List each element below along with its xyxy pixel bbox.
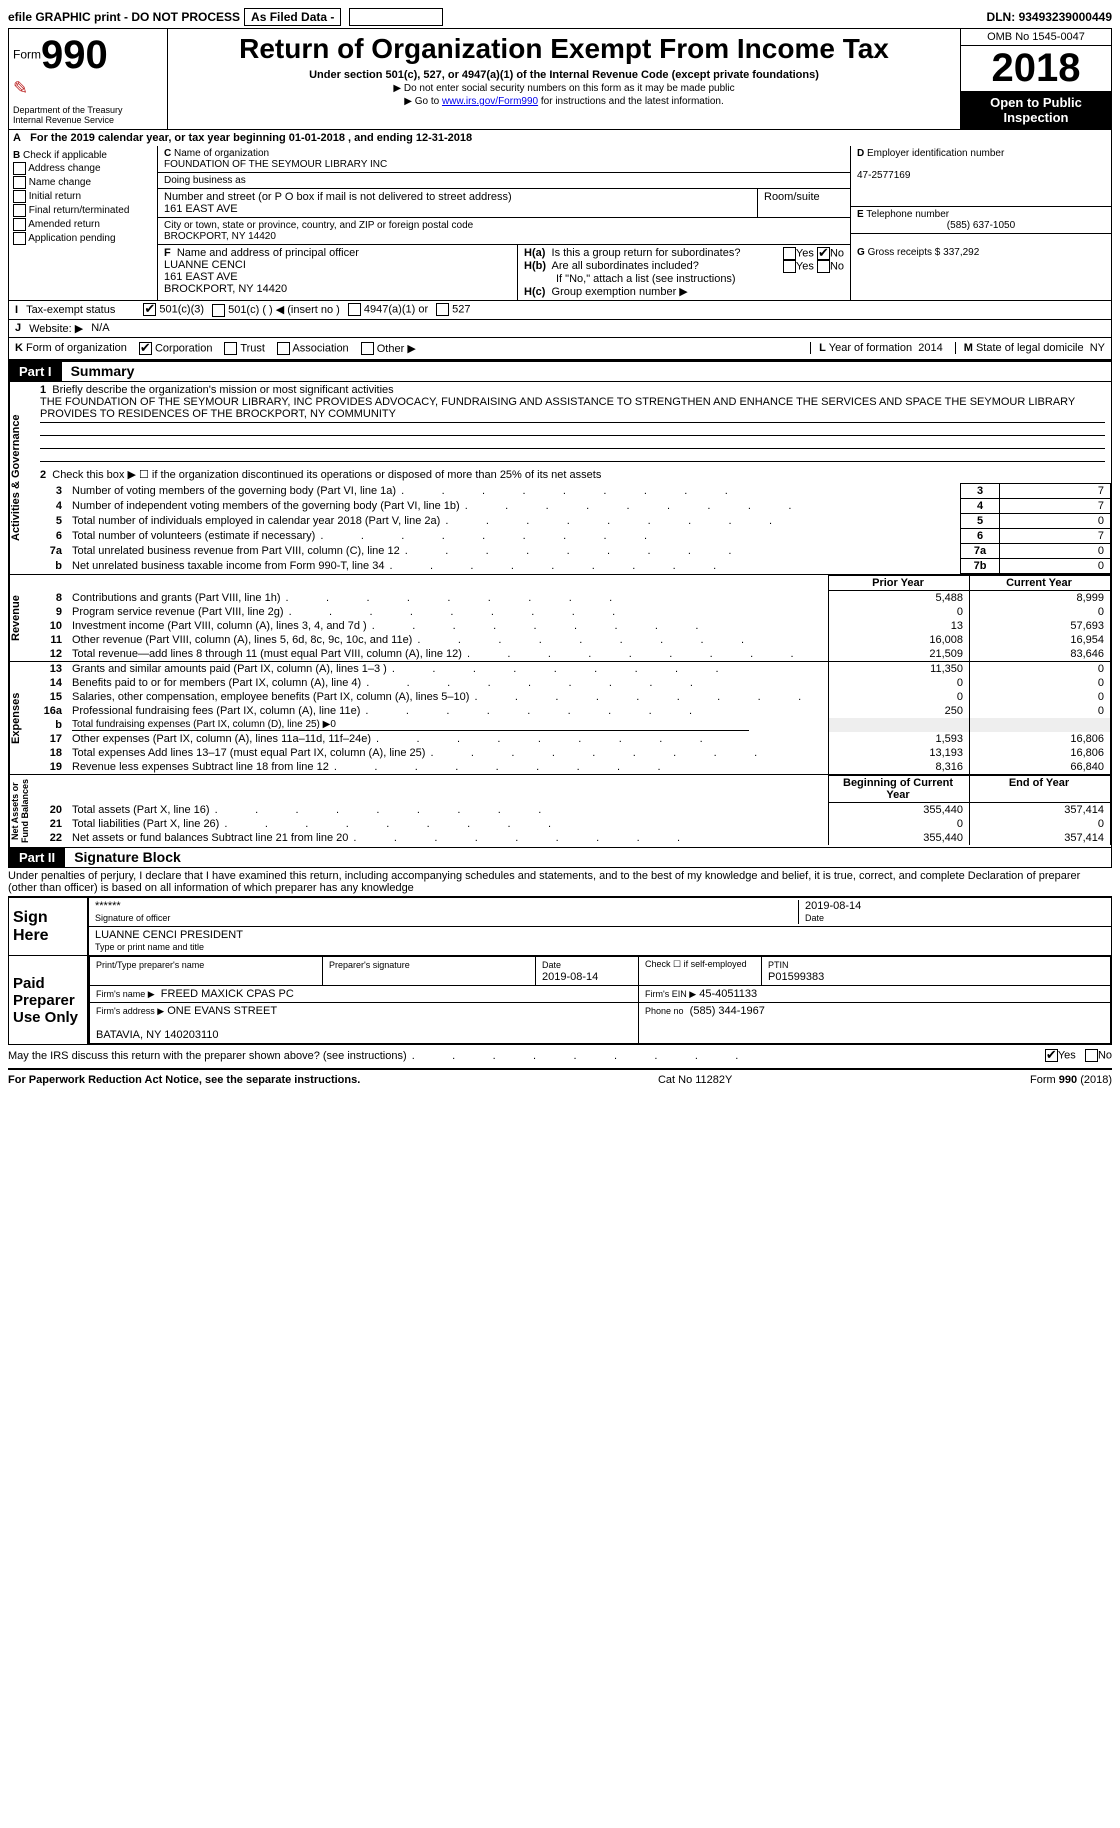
partI-label: Part I <box>9 362 62 381</box>
sign-here-block: Sign Here ****** Signature of officer 20… <box>8 896 1112 956</box>
paid-preparer-block: Paid Preparer Use Only Print/Type prepar… <box>8 956 1112 1045</box>
partI-exp: Expenses 13Grants and similar amounts pa… <box>8 662 1112 775</box>
row-A: A For the 2019 calendar year, or tax yea… <box>8 130 1112 146</box>
paid-preparer-label: Paid Preparer Use Only <box>9 956 89 1044</box>
cell-F: F Name and address of principal officer … <box>158 245 518 300</box>
side-exp: Expenses <box>9 662 34 774</box>
table-exp: 13Grants and similar amounts paid (Part … <box>34 662 1111 774</box>
dln: DLN: 93493239000449 <box>987 10 1112 24</box>
chk-501c[interactable] <box>212 304 225 317</box>
discuss-yes[interactable] <box>1045 1049 1058 1062</box>
partI-rev: Revenue Prior YearCurrent Year8Contribut… <box>8 575 1112 662</box>
header-row: Form990 ✎ Department of the Treasury Int… <box>8 28 1112 130</box>
Hb-yes[interactable] <box>783 260 796 273</box>
form-title: Return of Organization Exempt From Incom… <box>172 33 956 65</box>
cell-H: H(a) Is this a group return for subordin… <box>518 245 850 300</box>
chk-init[interactable]: Initial return <box>13 190 153 203</box>
header-mid: Return of Organization Exempt From Incom… <box>168 29 961 129</box>
col-C: C Name of organization FOUNDATION OF THE… <box>158 146 850 300</box>
sign-here-label: Sign Here <box>9 898 89 955</box>
chk-trust[interactable] <box>224 342 237 355</box>
chk-501c3[interactable] <box>143 303 156 316</box>
chk-527[interactable] <box>436 303 449 316</box>
chk-addr[interactable]: Address change <box>13 162 153 175</box>
q2: 2 Check this box ▶ ☐ if the organization… <box>34 466 1111 483</box>
omb: OMB No 1545-0047 <box>961 29 1111 46</box>
open-to-public: Open to Public Inspection <box>961 91 1111 129</box>
header-left: Form990 ✎ Department of the Treasury Int… <box>9 29 168 129</box>
side-net: Net Assets or Fund Balances <box>9 775 34 847</box>
chk-corp[interactable] <box>139 342 152 355</box>
footer-right: Form 990 (2018) <box>1030 1074 1112 1086</box>
table-rev: Prior YearCurrent Year8Contributions and… <box>34 575 1111 661</box>
as-filed-box: As Filed Data - <box>244 8 341 26</box>
discuss-row: May the IRS discuss this return with the… <box>8 1045 1112 1066</box>
side-rev: Revenue <box>9 575 34 661</box>
cell-org-name: C Name of organization FOUNDATION OF THE… <box>158 146 850 173</box>
row-K: K Form of organization Corporation Trust… <box>8 338 1112 361</box>
chk-other[interactable] <box>361 342 374 355</box>
Hb-no[interactable] <box>817 260 830 273</box>
header-right: OMB No 1545-0047 2018 Open to Public Ins… <box>961 29 1111 129</box>
chk-app[interactable]: Application pending <box>13 232 153 245</box>
form-number: 990 <box>41 33 108 77</box>
form-word: Form <box>13 47 41 61</box>
row-I: I Tax-exempt status 501(c)(3) 501(c) ( )… <box>8 301 1112 320</box>
cell-dba: Doing business as <box>158 173 850 189</box>
cell-street: Number and street (or P O box if mail is… <box>158 189 850 218</box>
chk-name[interactable]: Name change <box>13 176 153 189</box>
partII-header: Part II Signature Block <box>8 848 1112 868</box>
partII-label: Part II <box>9 848 65 867</box>
grid-BCDEFGH: B Check if applicable Address change Nam… <box>8 146 1112 301</box>
partII-title: Signature Block <box>74 849 181 865</box>
discuss-no[interactable] <box>1085 1049 1098 1062</box>
partI-header: Part I Summary <box>8 360 1112 382</box>
top-bar: efile GRAPHIC print - DO NOT PROCESS As … <box>8 8 1112 26</box>
form-note2: ▶ Do not enter social security numbers o… <box>172 83 956 94</box>
footer: For Paperwork Reduction Act Notice, see … <box>8 1074 1112 1086</box>
cell-D-ein: D Employer identification number 47-2577… <box>851 146 1111 207</box>
swirl-icon: ✎ <box>13 78 28 98</box>
efile-note: efile GRAPHIC print - DO NOT PROCESS <box>8 10 240 24</box>
col-D: D Employer identification number 47-2577… <box>850 146 1111 300</box>
perjury: Under penalties of perjury, I declare th… <box>8 868 1112 896</box>
chk-amend[interactable]: Amended return <box>13 218 153 231</box>
form-subtitle: Under section 501(c), 527, or 4947(a)(1)… <box>172 69 956 81</box>
row-J: J Website: ▶ N/A <box>8 320 1112 338</box>
chk-final[interactable]: Final return/terminated <box>13 204 153 217</box>
partI-title: Summary <box>71 363 135 379</box>
tax-year: 2018 <box>961 46 1111 91</box>
dept-label: Department of the Treasury Internal Reve… <box>13 105 163 125</box>
Ha-no[interactable] <box>817 247 830 260</box>
chk-4947[interactable] <box>348 303 361 316</box>
cell-G-gross: G Gross receipts $ 337,292 <box>851 234 1111 300</box>
Ha-yes[interactable] <box>783 247 796 260</box>
col-B: B Check if applicable Address change Nam… <box>9 146 158 300</box>
side-gov: Activities & Governance <box>9 382 34 574</box>
footer-mid: Cat No 11282Y <box>658 1074 732 1086</box>
cell-city: City or town, state or province, country… <box>158 218 850 245</box>
as-filed-blank <box>349 8 443 26</box>
partI-gov: Activities & Governance 1 Briefly descri… <box>8 382 1112 575</box>
form-note3: ▶ Go to www.irs.gov/Form990 for instruct… <box>172 96 956 107</box>
chk-assoc[interactable] <box>277 342 290 355</box>
table-gov: 3Number of voting members of the governi… <box>34 483 1111 574</box>
footer-left: For Paperwork Reduction Act Notice, see … <box>8 1074 360 1086</box>
table-net: Beginning of Current YearEnd of Year20To… <box>34 775 1111 845</box>
irs-link[interactable]: www.irs.gov/Form990 <box>442 96 538 107</box>
partI-net: Net Assets or Fund Balances Beginning of… <box>8 775 1112 848</box>
q1: 1 Briefly describe the organization's mi… <box>34 382 1111 466</box>
cell-E-tel: E Telephone number (585) 637-1050 <box>851 207 1111 234</box>
